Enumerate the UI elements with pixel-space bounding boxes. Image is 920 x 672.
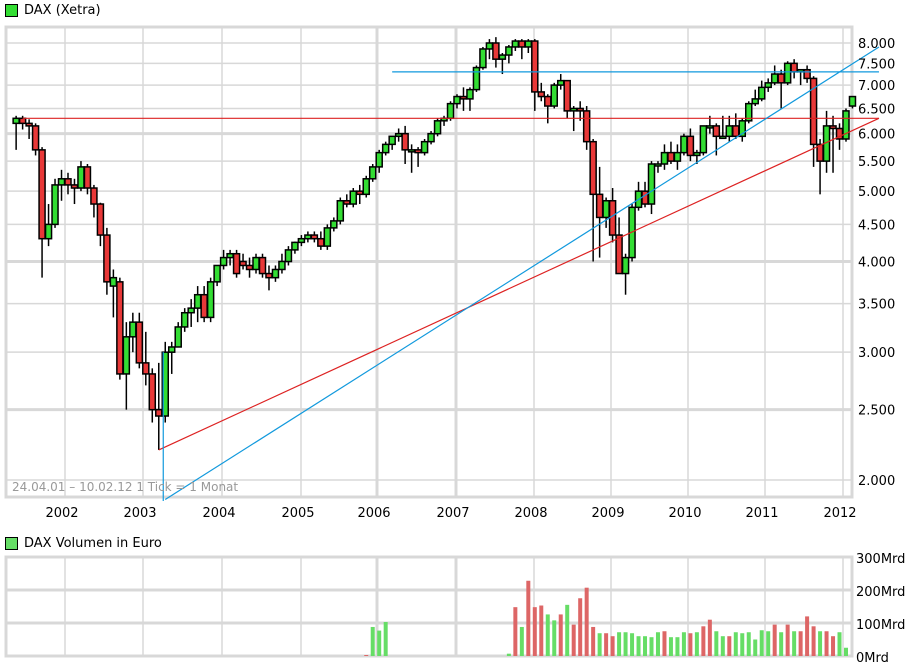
volume-bars [364, 580, 848, 656]
volume-y-tick-label: 200Mrd [856, 585, 905, 600]
y-tick-label: 6.500 [858, 102, 895, 117]
volume-legend-swatch [5, 536, 18, 550]
x-tick-label: 2007 [436, 506, 469, 521]
volume-y-axis: 300Mrd 200Mrd 100Mrd 0Mrd [856, 552, 905, 666]
y-tick-label: 2.500 [858, 404, 895, 419]
volume-grid [4, 555, 854, 658]
y-tick-label: 6.000 [858, 128, 895, 143]
date-range-label: 24.04.01 – 10.02.12 1 Tick = 1 Monat [12, 480, 238, 494]
x-tick-label: 2004 [202, 506, 235, 521]
price-legend-swatch [5, 3, 18, 17]
x-tick-label: 2012 [823, 506, 856, 521]
x-tick-label: 2009 [591, 506, 624, 521]
y-tick-label: 4.500 [858, 218, 895, 233]
price-chart-legend: DAX (Xetra) [5, 1, 101, 19]
x-tick-label: 2011 [745, 506, 778, 521]
y-tick-label: 7.000 [858, 79, 895, 94]
x-tick-label: 2010 [668, 506, 701, 521]
y-tick-label: 3.500 [858, 298, 895, 313]
y-tick-label: 5.500 [858, 155, 895, 170]
y-tick-label: 4.000 [858, 256, 895, 271]
x-tick-label: 2008 [514, 506, 547, 521]
price-chart-title: DAX (Xetra) [24, 2, 101, 18]
x-tick-label: 2006 [357, 506, 390, 521]
price-x-axis: 2002 2003 2004 2005 2006 2007 2008 2009 2010 2011… [45, 506, 856, 521]
y-tick-label: 7.500 [858, 57, 895, 72]
volume-y-tick-label: 300Mrd [856, 552, 905, 567]
y-tick-label: 8.000 [858, 37, 895, 52]
y-tick-label: 2.000 [858, 474, 895, 489]
y-tick-label: 3.000 [858, 346, 895, 361]
price-y-axis: 8.000 7.500 7.000 6.500 6.000 5.500 5.000 4.500… [858, 37, 895, 489]
volume-y-tick-label: 0Mrd [856, 651, 889, 666]
price-chart: 8.000 7.500 7.000 6.500 6.000 5.500 5.000 4.500… [4, 25, 895, 521]
x-tick-label: 2003 [123, 506, 156, 521]
trendlines [22, 46, 880, 501]
x-tick-label: 2002 [45, 506, 78, 521]
x-tick-label: 2005 [281, 506, 314, 521]
volume-y-tick-label: 100Mrd [856, 618, 905, 633]
price-grid [4, 25, 854, 499]
volume-chart-title: DAX Volumen in Euro [24, 535, 162, 551]
volume-chart-legend: DAX Volumen in Euro [5, 534, 162, 552]
y-tick-label: 5.000 [858, 185, 895, 200]
